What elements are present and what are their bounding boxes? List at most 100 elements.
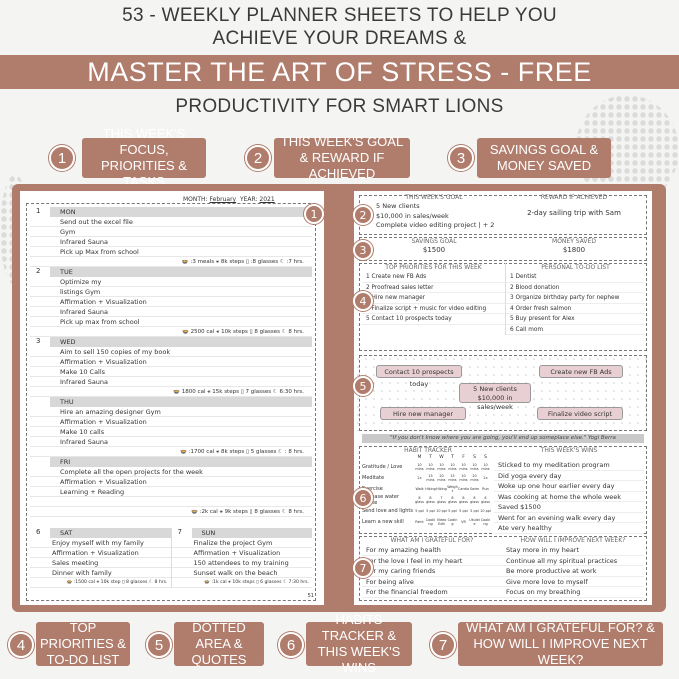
habit-cell[interactable]: 15 mins [426, 473, 435, 482]
goal-line[interactable]: 5 New clients [376, 202, 420, 210]
task-line[interactable]: Finalize the project Gym [171, 538, 312, 548]
habit-cell[interactable]: VR [461, 519, 466, 524]
goal-line[interactable]: Complete video editing project | + 2 [376, 221, 495, 229]
month-value[interactable]: February [209, 196, 237, 203]
habit-cell[interactable]: Hiking [425, 486, 436, 491]
grateful-item[interactable]: For being alive [362, 577, 502, 587]
task-line[interactable]: Pick up max from school [30, 317, 312, 327]
task-line[interactable]: Dinner with family [30, 568, 171, 578]
task-line[interactable]: Infrared Sauna [30, 307, 312, 317]
habit-cell[interactable]: 2x [417, 475, 422, 480]
task-line[interactable]: Affirmation + Visualization [30, 417, 312, 427]
habit-cell[interactable]: Paint [415, 519, 424, 524]
habit-cell[interactable]: 6 glass [481, 495, 490, 504]
habit-cell[interactable]: 5 ppl [470, 508, 479, 513]
mindmap-pill[interactable]: Hire new manager [380, 407, 466, 420]
habit-cell[interactable]: 10 mins [437, 462, 446, 471]
habit-cell[interactable]: Swim [469, 486, 480, 491]
task-line[interactable]: Affirmation + Visualization [171, 548, 312, 558]
task-line[interactable]: Pick up Max from school [30, 247, 312, 257]
habit-cell[interactable]: Weight [447, 484, 458, 493]
mindmap-pill[interactable]: Finalize video script [537, 407, 623, 420]
task-line[interactable]: Gym [30, 227, 312, 237]
todo-item[interactable]: 1 Dentist [506, 272, 645, 283]
habit-cell[interactable]: 10 ppl [480, 508, 491, 513]
grateful-item[interactable]: For the love I feel in my heart [362, 556, 502, 566]
win-item[interactable]: Went for an evening walk every day [494, 513, 644, 523]
todo-item[interactable]: 5 Buy present for Alex [506, 314, 645, 325]
task-line[interactable] [30, 497, 312, 507]
habit-cell[interactable]: 10 mins [426, 462, 435, 471]
task-line[interactable]: Enjoy myself with my family [30, 538, 171, 548]
task-line[interactable]: Sunset walk on the beach [171, 568, 312, 578]
habit-cell[interactable]: Cooking [480, 517, 491, 526]
habit-cell[interactable]: 20 mins [437, 473, 446, 482]
habit-cell[interactable]: Hiking [436, 486, 447, 491]
win-item[interactable]: Was cooking at home the whole week [494, 492, 644, 502]
habit-cell[interactable]: Cardio [458, 486, 469, 491]
win-item[interactable]: Sticked to my meditation program [494, 460, 644, 471]
habit-cell[interactable]: 7 glass [437, 495, 446, 504]
task-line[interactable]: Sales meeting [30, 558, 171, 568]
task-line[interactable]: Affirmation + Visualization [30, 357, 312, 367]
habit-cell[interactable]: 10 mins [481, 462, 490, 471]
habit-cell[interactable]: 8 glass [415, 495, 424, 504]
habit-cell[interactable]: Run [482, 486, 489, 491]
habit-cell[interactable]: 8 glass [448, 495, 457, 504]
habit-cell[interactable]: 15 mins [448, 473, 457, 482]
improve-item[interactable]: Continue all my spiritual practices [502, 556, 644, 566]
grateful-item[interactable]: For the financial freedom [362, 587, 502, 598]
mindmap-pill[interactable]: Create new FB Ads [539, 365, 623, 378]
win-item[interactable]: Did yoga every day [494, 471, 644, 481]
task-line[interactable]: Hire an amazing designer Gym [30, 407, 312, 417]
habit-cell[interactable]: 5 ppl [426, 508, 435, 513]
habit-cell[interactable]: 8 glass [426, 495, 435, 504]
mindmap-pill[interactable]: Contact 10 prospects today [376, 365, 462, 388]
savings-value[interactable]: $1500 [422, 246, 446, 254]
habit-cell[interactable]: 8 glass [470, 495, 479, 504]
priority-item[interactable]: 5 Contact 10 prospects today [362, 314, 505, 325]
habit-cell[interactable]: 5 ppl [448, 508, 457, 513]
habit-cell[interactable]: 5 ppl [459, 508, 468, 513]
priority-item[interactable]: 4 Finalize script + music for video edit… [362, 304, 505, 314]
todo-item[interactable]: 3 Organize birthday party for nephew [506, 293, 645, 304]
task-line[interactable]: Optimize my [30, 277, 312, 287]
task-line[interactable]: Affirmation + Visualization [30, 297, 312, 307]
task-line[interactable]: Infrared Sauna [30, 377, 312, 387]
improve-item[interactable]: Stay more in my heart [502, 545, 644, 556]
saved-value[interactable]: $1800 [562, 246, 586, 254]
habit-cell[interactable]: Coding [447, 517, 458, 526]
todo-item[interactable]: 6 Call mom [506, 325, 645, 335]
todo-item[interactable]: 4 Order fresh salmon [506, 304, 645, 314]
habit-cell[interactable]: 8 glass [459, 495, 468, 504]
task-line[interactable]: Complete all the open projects for the w… [30, 467, 312, 477]
task-line[interactable]: Infrared Sauna [30, 437, 312, 447]
win-item[interactable]: Woke up one hour earlier every day [494, 481, 644, 492]
habit-cell[interactable]: 10 mins [415, 462, 424, 471]
task-line[interactable]: 150 attendees to my training [171, 558, 312, 568]
task-line[interactable]: listings Gym [30, 287, 312, 297]
win-item[interactable]: Ate very healthy [494, 523, 644, 534]
habit-cell[interactable]: Cooking [425, 517, 436, 526]
reward-value[interactable]: 2-day sailing trip with Sam [527, 209, 621, 217]
habit-cell[interactable]: 10 mins [459, 462, 468, 471]
priority-item[interactable]: 3 Hire new manager [362, 293, 505, 304]
habit-cell[interactable]: Walk [415, 486, 424, 491]
improve-item[interactable]: Give more love to myself [502, 577, 644, 587]
priority-item[interactable]: 2 Proofread sales letter [362, 283, 505, 293]
task-line[interactable]: Aim to sell 150 copies of my book [30, 347, 312, 357]
habit-cell[interactable]: Video Edit [436, 517, 447, 526]
improve-item[interactable]: Focus on my breathing [502, 587, 644, 598]
habit-cell[interactable]: 10 ppl [436, 508, 447, 513]
habit-cell[interactable]: 10 mins [470, 462, 479, 471]
task-line[interactable]: Make 10 Calls [30, 367, 312, 377]
grateful-item[interactable]: For my caring friends [362, 566, 502, 577]
mindmap-center[interactable]: 5 New clients $10,000 in sales/week [459, 383, 531, 411]
habit-cell[interactable]: Ukulele [469, 517, 480, 526]
goal-line[interactable]: $10,000 in sales/week [376, 211, 449, 220]
task-line[interactable]: Send out the excel file [30, 217, 312, 227]
habit-cell[interactable]: 20 mins [470, 473, 479, 482]
habit-cell[interactable]: 2x [483, 475, 488, 480]
task-line[interactable]: Infrared Sauna [30, 237, 312, 247]
task-line[interactable]: Affirmation + Visualization [30, 477, 312, 487]
